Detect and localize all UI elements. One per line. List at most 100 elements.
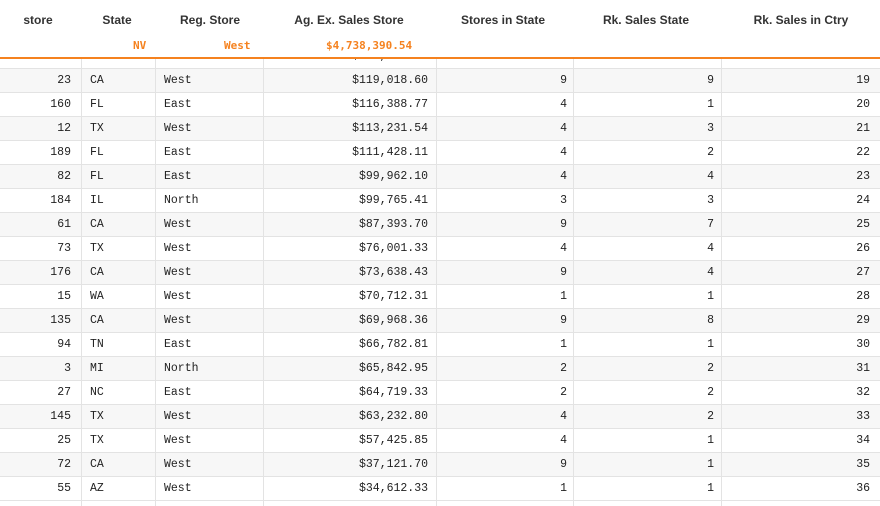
table-row[interactable]: 72 CA West $37,121.70 9 1 35 xyxy=(0,453,880,477)
cell-rank-state: 2 xyxy=(707,362,714,375)
table-row[interactable]: 55 AZ West $34,612.33 1 1 36 xyxy=(0,477,880,501)
cell-rank-country: 25 xyxy=(856,218,870,231)
table-row[interactable]: 160 FL East $116,388.77 4 1 20 xyxy=(0,93,880,117)
cell-sales: $99,765.41 xyxy=(358,194,428,207)
cell-sales: $65,842.95 xyxy=(358,362,428,375)
cell-state: NC xyxy=(90,386,104,399)
table-row[interactable]: 82 FL East $99,962.10 4 4 23 xyxy=(0,165,880,189)
cell-rank-country: 35 xyxy=(856,458,870,471)
cell-store: 72 xyxy=(57,458,71,471)
cell-region: East xyxy=(164,98,192,111)
cell-state: WA xyxy=(90,290,104,303)
cell-state: CA xyxy=(90,218,104,231)
table-row[interactable]: 25 TX West $57,425.85 4 1 34 xyxy=(0,429,880,453)
table-row[interactable]: 12 TX West $113,231.54 4 3 21 xyxy=(0,117,880,141)
table-row[interactable]: 23 CA West $119,018.60 9 9 19 xyxy=(0,69,880,93)
cell-rank-country: 21 xyxy=(856,122,870,135)
cell-state: AZ xyxy=(90,482,104,495)
cell-region: West xyxy=(164,122,192,135)
cell-rank-state: 3 xyxy=(707,122,714,135)
column-header-region[interactable]: Reg. Store xyxy=(179,13,240,27)
cell-stores-in-state: 9 xyxy=(560,74,567,87)
table-row[interactable]: 94 TN East $66,782.81 1 1 30 xyxy=(0,333,880,357)
cell-stores-in-state: 4 xyxy=(560,434,567,447)
table-row[interactable]: 145 TX West $63,232.80 4 2 33 xyxy=(0,405,880,429)
table-row[interactable]: 189 FL East $111,428.11 4 2 22 xyxy=(0,141,880,165)
column-divider xyxy=(436,59,437,506)
cell-rank-state: 1 xyxy=(707,458,714,471)
cell-store: 94 xyxy=(57,338,71,351)
cell-store: 160 xyxy=(50,98,71,111)
cell-rank-state: 7 xyxy=(707,218,714,231)
column-header-store[interactable]: store xyxy=(23,13,53,27)
table-row[interactable]: 15 WA West $70,712.31 1 1 28 xyxy=(0,285,880,309)
cell-rank-state: 1 xyxy=(707,290,714,303)
cell-region: North xyxy=(164,194,199,207)
cell-region: West xyxy=(164,266,192,279)
cell-stores-in-state: 2 xyxy=(560,386,567,399)
table-row[interactable]: 27 NC East $64,719.33 2 2 32 xyxy=(0,381,880,405)
cell-stores-in-state: 4 xyxy=(560,410,567,423)
cell-state: TX xyxy=(90,122,104,135)
cell-rank-state: 4 xyxy=(707,170,714,183)
table-row[interactable]: 73 TX West $76,001.33 4 4 26 xyxy=(0,237,880,261)
cell-stores-in-state: 9 xyxy=(560,314,567,327)
cell-state: MI xyxy=(90,362,104,375)
cell-store: 27 xyxy=(57,386,71,399)
sticky-summary-row: NV West $4,738,390.54 xyxy=(0,37,880,57)
table-row[interactable]: 3 MI North $65,842.95 2 2 31 xyxy=(0,357,880,381)
cell-rank-state: 2 xyxy=(707,410,714,423)
cell-stores-in-state: 4 xyxy=(560,146,567,159)
cell-rank-state: 1 xyxy=(707,98,714,111)
cell-rank-country: 29 xyxy=(856,314,870,327)
column-header-state[interactable]: State xyxy=(102,13,132,27)
cell-rank-state: 1 xyxy=(707,434,714,447)
column-divider xyxy=(263,59,264,506)
table-row[interactable]: 135 CA West $69,968.36 9 8 29 xyxy=(0,309,880,333)
cell-stores-in-state: 4 xyxy=(560,242,567,255)
cell-rank-country: 20 xyxy=(856,98,870,111)
summary-region: West xyxy=(224,39,251,52)
cell-region: West xyxy=(164,218,192,231)
cell-store: 184 xyxy=(50,194,71,207)
cell-sales: $64,719.33 xyxy=(358,386,428,399)
cell-rank-country: 27 xyxy=(856,266,870,279)
cell-region: North xyxy=(164,362,199,375)
cell-rank-state: 2 xyxy=(707,146,714,159)
cell-sales: $70,712.31 xyxy=(358,290,428,303)
summary-state: NV xyxy=(133,39,147,52)
cell-rank-country: 31 xyxy=(856,362,870,375)
cell-region: West xyxy=(164,314,192,327)
cell-stores-in-state: 1 xyxy=(560,482,567,495)
cell-rank-state: 2 xyxy=(707,386,714,399)
cell-sales: $73,638.43 xyxy=(358,266,428,279)
cell-rank-country: 23 xyxy=(856,170,870,183)
column-header-rank-state[interactable]: Rk. Sales State xyxy=(602,13,690,27)
column-divider xyxy=(81,59,82,506)
table-row[interactable]: 184 IL North $99,765.41 3 3 24 xyxy=(0,189,880,213)
cell-sales: $76,001.33 xyxy=(358,242,428,255)
cell-state: CA xyxy=(90,74,104,87)
column-header-rank-country[interactable]: Rk. Sales in Ctry xyxy=(753,13,849,27)
cell-state: FL xyxy=(90,146,104,159)
column-header-stores-in-state[interactable]: Stores in State xyxy=(460,13,546,27)
table-row[interactable]: 176 CA West $73,638.43 9 4 27 xyxy=(0,261,880,285)
cell-rank-state: 3 xyxy=(707,194,714,207)
cell-store: 82 xyxy=(57,170,71,183)
cell-store: 73 xyxy=(57,242,71,255)
cell-rank-country: 28 xyxy=(856,290,870,303)
cell-rank-state: 1 xyxy=(707,482,714,495)
cell-stores-in-state: 3 xyxy=(560,194,567,207)
cell-stores-in-state: 1 xyxy=(560,338,567,351)
table-header: store State Reg. Store Ag. Ex. Sales Sto… xyxy=(0,0,880,37)
column-header-sales[interactable]: Ag. Ex. Sales Store xyxy=(294,13,404,27)
summary-sales: $4,738,390.54 xyxy=(326,39,413,52)
table-row[interactable]: 61 CA West $87,393.70 9 7 25 xyxy=(0,213,880,237)
cell-sales: $119,018.60 xyxy=(352,74,428,87)
cell-state: IL xyxy=(90,194,104,207)
cell-sales: $113,231.54 xyxy=(352,122,428,135)
column-divider xyxy=(155,59,156,506)
cell-rank-country: 33 xyxy=(856,410,870,423)
cell-rank-state: 1 xyxy=(707,338,714,351)
cell-region: East xyxy=(164,170,192,183)
